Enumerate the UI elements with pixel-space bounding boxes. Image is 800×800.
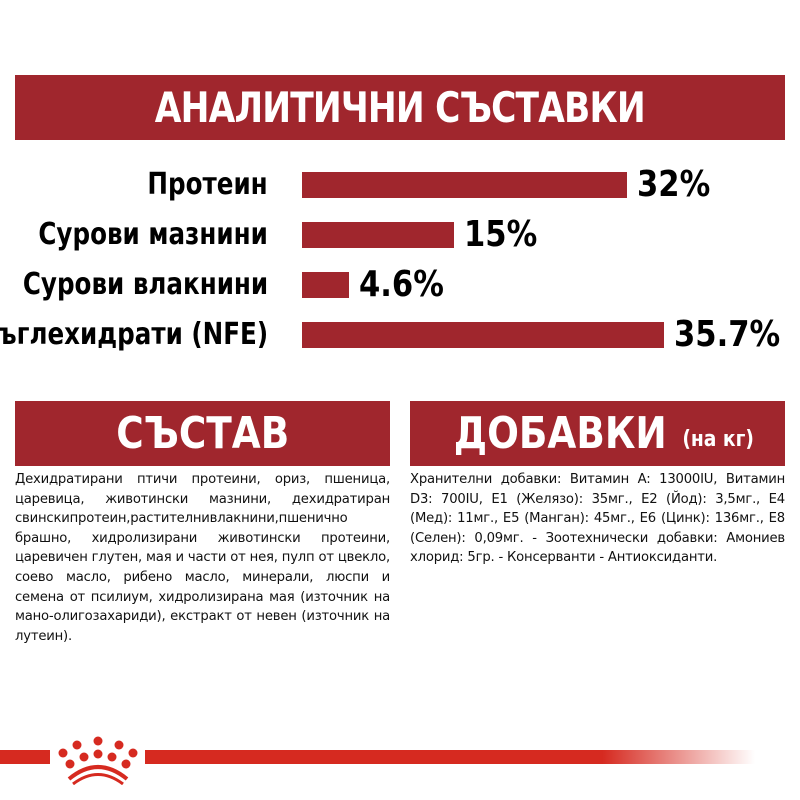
additives-title: ДОБАВКИ <box>453 408 667 459</box>
footer-stripe-right <box>145 750 755 764</box>
composition-text: Дехидратирани птичи протеини, ориз, пшен… <box>15 472 390 644</box>
value-label: 4.6% <box>359 264 444 305</box>
category-label: Сурови мазнини <box>38 217 268 252</box>
category-label: Въглехидрати (NFE) <box>0 317 268 352</box>
crown-paw-icon <box>58 736 138 785</box>
value-label: 32% <box>637 164 711 205</box>
chart-row: Сурови влакнини 4.6% <box>0 260 800 310</box>
value-bar <box>302 222 454 248</box>
footer-stripe-left <box>0 750 50 764</box>
composition-header: СЪСТАВ <box>15 401 390 466</box>
value-label: 15% <box>464 214 538 255</box>
analytical-constituents-header: АНАЛИТИЧНИ СЪСТАВКИ <box>15 75 785 140</box>
chart-row: Въглехидрати (NFE) 35.7% <box>0 310 800 360</box>
composition-title: СЪСТАВ <box>115 408 290 459</box>
value-bar <box>302 172 627 198</box>
chart-row: Сурови мазнини 15% <box>0 210 800 260</box>
additives-subtitle: (на кг) <box>681 427 754 452</box>
additives-header: ДОБАВКИ (на кг) <box>410 401 785 466</box>
value-label: 35.7% <box>674 314 781 355</box>
value-bar <box>302 322 664 348</box>
category-label: Сурови влакнини <box>22 267 268 302</box>
category-label: Протеин <box>147 167 268 202</box>
page-title: АНАЛИТИЧНИ СЪСТАВКИ <box>154 83 646 132</box>
value-bar <box>302 272 349 298</box>
additives-text: Хранителни добавки: Витамин A: 13000IU, … <box>410 472 785 566</box>
chart-row: Протеин 32% <box>0 160 800 210</box>
